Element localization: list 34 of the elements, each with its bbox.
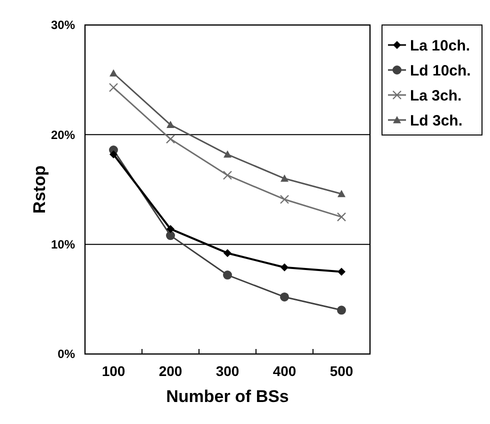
point — [108, 82, 118, 92]
point — [280, 263, 288, 272]
y-tick-label: 20% — [50, 128, 76, 142]
legend-label: La 10ch. — [410, 37, 470, 54]
point — [223, 270, 232, 280]
point — [280, 292, 289, 302]
legend-label: Ld 3ch. — [410, 112, 463, 130]
point — [280, 174, 288, 182]
point — [110, 150, 118, 158]
point — [338, 268, 346, 276]
y-axis-title: Rstop — [30, 165, 49, 214]
x-axis-title: Number of BSs — [166, 387, 289, 406]
point — [336, 212, 346, 222]
y-tick-label: 10% — [50, 238, 76, 252]
point — [224, 150, 232, 158]
point — [110, 69, 118, 76]
y-tick-label: 0% — [58, 347, 76, 362]
x-tick-label: 300 — [216, 363, 240, 379]
y-tick-label: 30% — [50, 18, 76, 32]
point — [338, 190, 346, 198]
point — [166, 224, 174, 233]
legend-label: Ld 10ch. — [410, 62, 471, 80]
point — [224, 249, 232, 258]
point — [166, 134, 176, 144]
x-tick-label: 400 — [272, 363, 296, 379]
point — [166, 231, 175, 240]
x-tick-label: 100 — [102, 363, 126, 379]
x-tick-label: 500 — [330, 363, 354, 379]
legend-label: La 3ch. — [410, 87, 462, 104]
point — [280, 194, 290, 204]
x-tick-label: 200 — [158, 363, 182, 379]
point — [166, 120, 174, 128]
point — [337, 306, 346, 315]
point — [222, 170, 232, 180]
